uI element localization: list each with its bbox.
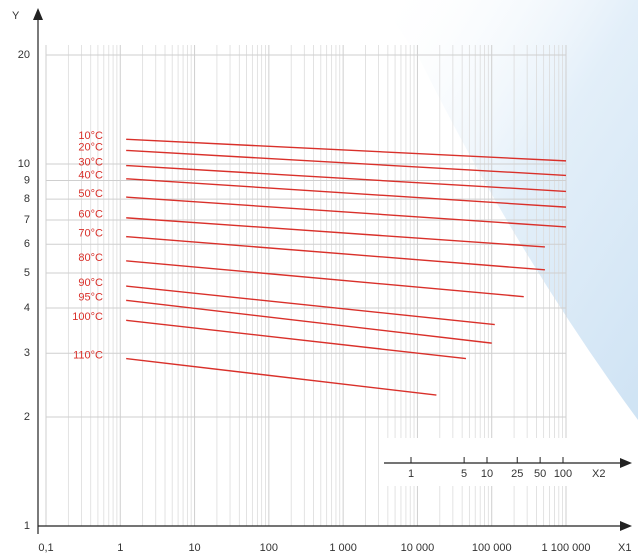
y-tick-label: 4 xyxy=(24,302,30,314)
temperature-line xyxy=(126,357,437,396)
x2-tick-label: 5 xyxy=(461,468,467,480)
series-label: 110°C xyxy=(73,350,103,362)
x-axis-label: X1 xyxy=(618,542,631,554)
y-axis-arrow xyxy=(33,8,43,20)
y-tick-label: 3 xyxy=(24,347,30,359)
temperature-line xyxy=(126,217,545,248)
y-tick-label: 1 xyxy=(24,520,30,532)
series-label: 90°C xyxy=(78,277,103,289)
x-tick-label: 1 000 xyxy=(329,542,357,554)
y-tick-label: 8 xyxy=(24,193,30,205)
y-tick-label: 10 xyxy=(18,158,30,170)
temperature-line xyxy=(126,285,495,326)
x2-axis-label: X2 xyxy=(592,468,605,480)
series-label: 30°C xyxy=(78,156,103,168)
y-tick-label: 20 xyxy=(18,49,30,61)
y-tick-label: 5 xyxy=(24,267,30,279)
x2-tick-label: 25 xyxy=(511,468,523,480)
y-tick-label: 9 xyxy=(24,174,30,186)
x2-tick-label: 50 xyxy=(534,468,546,480)
temperature-line xyxy=(126,138,567,162)
temperature-line xyxy=(126,260,524,298)
x2-tick-label: 100 xyxy=(554,468,572,480)
temperature-line xyxy=(126,235,545,271)
y-axis-label: Y xyxy=(12,10,20,22)
x2-tick-label: 10 xyxy=(481,468,493,480)
series-label: 100°C xyxy=(72,311,103,323)
temperature-line xyxy=(126,149,567,177)
y-tick-label: 2 xyxy=(24,411,30,423)
temperature-line xyxy=(126,196,567,228)
y-tick-label: 6 xyxy=(24,238,30,250)
series-label: 50°C xyxy=(78,188,103,200)
x-axis-arrow xyxy=(620,521,632,531)
temperature-line xyxy=(126,164,567,193)
x2-axis-arrow xyxy=(620,458,632,468)
plot: 10°C20°C 30°C 40°C 50°C 60°C 70°C 80°C 90°C 95°C… xyxy=(72,130,567,396)
series-label: 10°C xyxy=(78,130,103,142)
x-tick-label: 0,1 xyxy=(38,542,53,554)
x-tick-label: 100 000 xyxy=(472,542,512,554)
series-label: 40°C xyxy=(78,170,103,182)
temperature-line xyxy=(126,178,567,208)
x-tick-label: 1 xyxy=(117,542,123,554)
series-label: 80°C xyxy=(78,252,103,264)
y-tick-label: 7 xyxy=(24,214,30,226)
series-label: 70°C xyxy=(78,228,103,240)
x-tick-label: 10 000 xyxy=(401,542,435,554)
series-label: 20°C xyxy=(78,141,103,153)
x-tick-label: 10 xyxy=(188,542,200,554)
x2-axis-backdrop xyxy=(380,438,580,486)
series-label: 60°C xyxy=(78,209,103,221)
x-tick-label: 1 100 000 xyxy=(542,542,591,554)
background-decoration xyxy=(380,0,638,420)
temperature-line xyxy=(126,299,492,344)
x2-tick-label: 1 xyxy=(408,468,414,480)
x-tick-label: 100 xyxy=(260,542,278,554)
series-label: 95°C xyxy=(78,291,103,303)
temperature-line xyxy=(126,319,467,360)
